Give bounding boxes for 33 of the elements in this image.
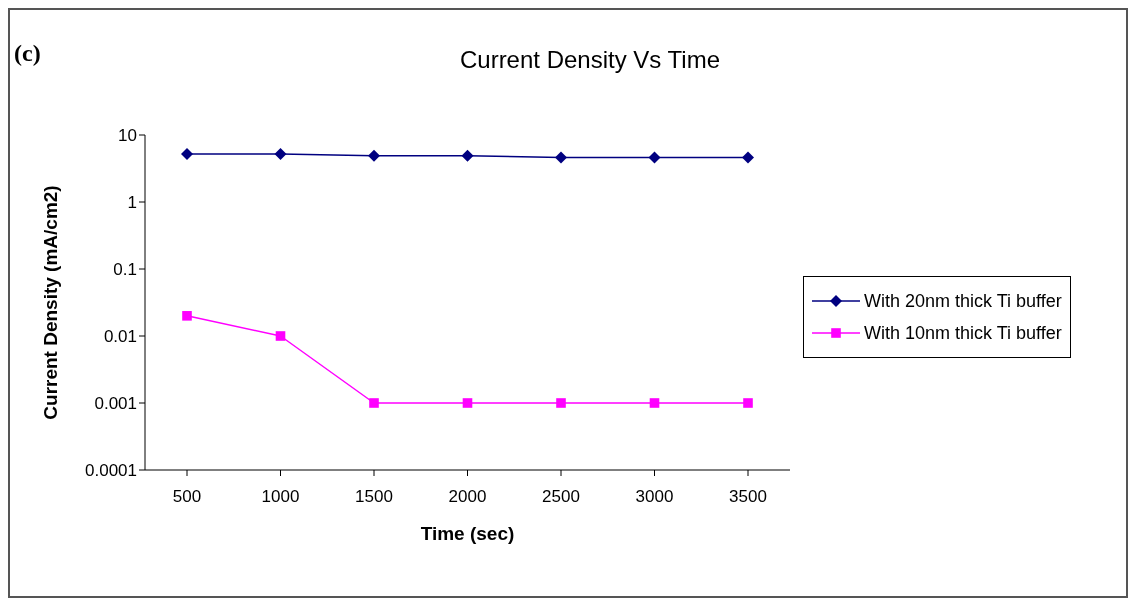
point xyxy=(556,398,566,408)
x-tick-label: 1500 xyxy=(355,487,393,507)
y-tick-label: 0.01 xyxy=(103,327,137,347)
point xyxy=(461,149,474,162)
point xyxy=(462,398,473,408)
text: (c) xyxy=(14,40,41,67)
chart-title: Current Density Vs Time xyxy=(458,46,722,74)
x-tick-label: 2000 xyxy=(448,487,487,507)
point xyxy=(181,148,193,161)
y-tick-label: 0.001 xyxy=(94,394,137,414)
y-tick-label: 10 xyxy=(118,126,137,146)
x-tick-label: 3500 xyxy=(729,487,767,507)
x-tick-label: 1000 xyxy=(261,487,300,507)
point xyxy=(743,398,753,408)
x-tick-label: 2500 xyxy=(542,487,580,507)
point xyxy=(182,311,192,321)
y-tick-label: 1 xyxy=(127,193,137,213)
legend-label: With 10nm thick Ti buffer xyxy=(864,322,1062,345)
y-tick-label: 0.0001 xyxy=(85,461,137,481)
y-tick-label: 0.1 xyxy=(113,260,137,280)
point xyxy=(742,151,754,164)
x-tick-label: 500 xyxy=(172,487,202,507)
point xyxy=(555,151,567,164)
point xyxy=(649,398,660,408)
point xyxy=(648,151,661,164)
legend-label: With 20nm thick Ti buffer xyxy=(864,290,1062,313)
y-axis-title: Current Density (mA/cm2) xyxy=(39,185,61,420)
x-axis-title: Time (sec) xyxy=(420,523,515,544)
point xyxy=(274,148,287,161)
point xyxy=(369,398,379,408)
x-tick-label: 3000 xyxy=(635,487,674,507)
point xyxy=(368,149,380,162)
point xyxy=(275,331,286,341)
